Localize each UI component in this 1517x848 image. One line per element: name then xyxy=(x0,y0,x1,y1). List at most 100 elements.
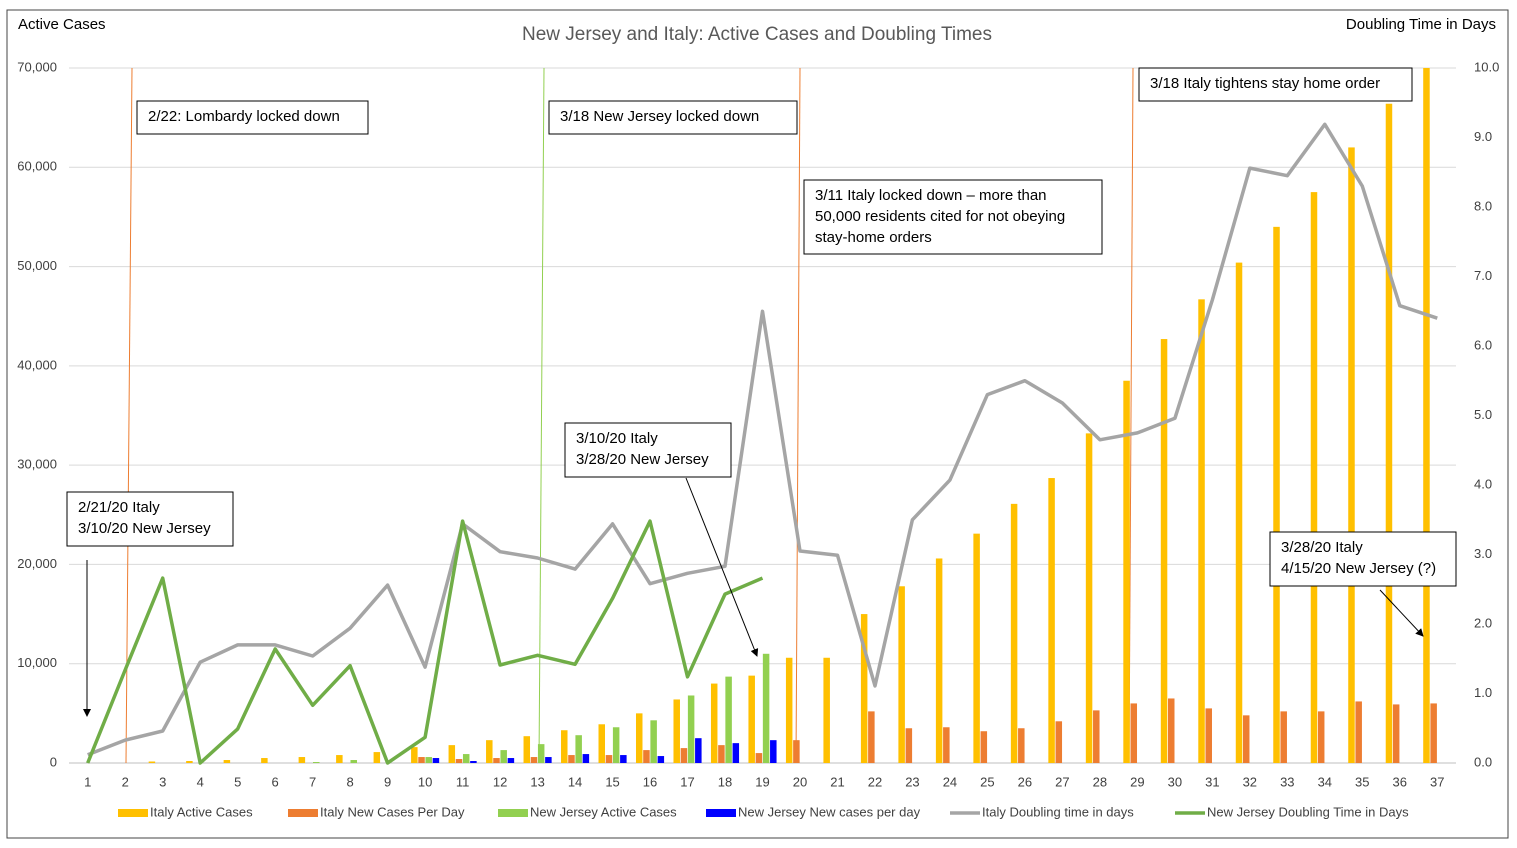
bar xyxy=(336,755,343,763)
bar xyxy=(1198,299,1205,763)
annotation-arrow xyxy=(1379,589,1424,637)
bar xyxy=(935,558,943,763)
bar xyxy=(762,653,770,763)
bar xyxy=(868,711,875,763)
annotation-box xyxy=(564,422,732,478)
y-tick-label: 50,000 xyxy=(17,258,57,273)
bar xyxy=(1160,339,1168,763)
bar xyxy=(898,586,905,763)
legend-label: New Jersey Active Cases xyxy=(530,804,677,819)
x-tick-label: 5 xyxy=(234,774,241,789)
bar xyxy=(298,757,306,763)
annotation-arrow xyxy=(685,477,759,657)
x-tick-label: 13 xyxy=(530,774,544,789)
legend-label: Italy New Cases Per Day xyxy=(320,804,465,819)
bar xyxy=(598,724,606,763)
x-tick-label: 15 xyxy=(605,774,619,789)
y-axis-label: Active Cases xyxy=(18,16,106,33)
x-tick-label: 16 xyxy=(643,774,657,789)
bar xyxy=(673,699,680,763)
y2-tick-label: 7.0 xyxy=(1474,268,1492,283)
bar xyxy=(425,757,432,763)
bar xyxy=(1273,226,1280,763)
y2-tick-label: 3.0 xyxy=(1474,546,1492,561)
annotation-text: 3/18 New Jersey locked down xyxy=(560,108,759,125)
bar xyxy=(943,727,950,763)
bar xyxy=(605,755,613,763)
x-tick-label: 1 xyxy=(84,774,91,789)
bar xyxy=(582,754,590,763)
x-tick-label: 24 xyxy=(943,774,957,789)
y-tick-label: 70,000 xyxy=(17,59,57,74)
annotation-text: 3/28/20 New Jersey xyxy=(576,451,709,468)
x-tick-label: 17 xyxy=(680,774,694,789)
x-tick-label: 32 xyxy=(1243,774,1257,789)
x-tick-label: 30 xyxy=(1168,774,1182,789)
bar xyxy=(650,720,657,763)
bar xyxy=(680,748,688,763)
x-tick-label: 18 xyxy=(718,774,732,789)
bar xyxy=(186,761,193,763)
legend-label: New Jersey New cases per day xyxy=(738,804,921,819)
bar xyxy=(448,745,456,763)
chart-title: New Jersey and Italy: Active Cases and D… xyxy=(522,24,992,45)
x-tick-label: 33 xyxy=(1280,774,1294,789)
x-tick-label: 8 xyxy=(347,774,354,789)
x-tick-label: 31 xyxy=(1205,774,1219,789)
annotation-text: 2/21/20 Italy xyxy=(78,499,160,516)
x-tick-label: 21 xyxy=(830,774,844,789)
bar xyxy=(1385,103,1393,763)
x-tick-label: 3 xyxy=(159,774,166,789)
bar xyxy=(462,754,470,763)
legend-swatch xyxy=(498,809,528,817)
y2-tick-label: 1.0 xyxy=(1474,685,1492,700)
y2-axis-label: Doubling Time in Days xyxy=(1346,16,1496,33)
bar xyxy=(418,757,425,763)
bar xyxy=(545,757,552,763)
annotation-text: 4/15/20 New Jersey (?) xyxy=(1281,560,1436,577)
bar xyxy=(1235,262,1243,763)
y2-tick-label: 6.0 xyxy=(1474,337,1492,352)
bar xyxy=(1130,703,1138,763)
bar xyxy=(785,657,793,763)
bar xyxy=(1085,433,1093,763)
bar xyxy=(1010,503,1018,763)
legend-swatch xyxy=(706,809,736,817)
bar xyxy=(455,759,463,763)
annotation-text: 3/28/20 Italy xyxy=(1281,539,1363,556)
x-tick-label: 14 xyxy=(568,774,582,789)
legend-label: New Jersey Doubling Time in Days xyxy=(1207,804,1409,819)
bar xyxy=(725,676,732,763)
bar xyxy=(1242,715,1250,763)
annotation-text: 3/18 Italy tightens stay home order xyxy=(1150,75,1380,92)
bar xyxy=(612,727,620,763)
bar xyxy=(1123,380,1130,763)
y-tick-label: 20,000 xyxy=(17,556,57,571)
y-tick-label: 10,000 xyxy=(17,655,57,670)
bar xyxy=(1048,478,1055,763)
x-tick-label: 35 xyxy=(1355,774,1369,789)
bar xyxy=(507,758,515,763)
bar xyxy=(350,760,357,763)
x-tick-label: 34 xyxy=(1318,774,1332,789)
x-tick-label: 10 xyxy=(418,774,432,789)
event-line xyxy=(125,67,133,764)
y-tick-label: 0 xyxy=(50,754,57,769)
x-tick-label: 22 xyxy=(868,774,882,789)
y2-tick-label: 5.0 xyxy=(1474,407,1492,422)
bar xyxy=(432,758,440,763)
x-tick-label: 37 xyxy=(1430,774,1444,789)
bar xyxy=(732,743,740,763)
bar xyxy=(620,755,627,763)
y-tick-label: 30,000 xyxy=(17,457,57,472)
y-tick-label: 40,000 xyxy=(17,357,57,372)
bar xyxy=(1018,728,1025,763)
x-tick-label: 36 xyxy=(1393,774,1407,789)
bar xyxy=(1348,147,1355,763)
legend-label: Italy Active Cases xyxy=(150,804,253,819)
bar xyxy=(561,730,568,763)
bar xyxy=(575,735,582,763)
bar xyxy=(710,683,718,763)
bar xyxy=(695,738,702,763)
bar xyxy=(635,713,643,763)
